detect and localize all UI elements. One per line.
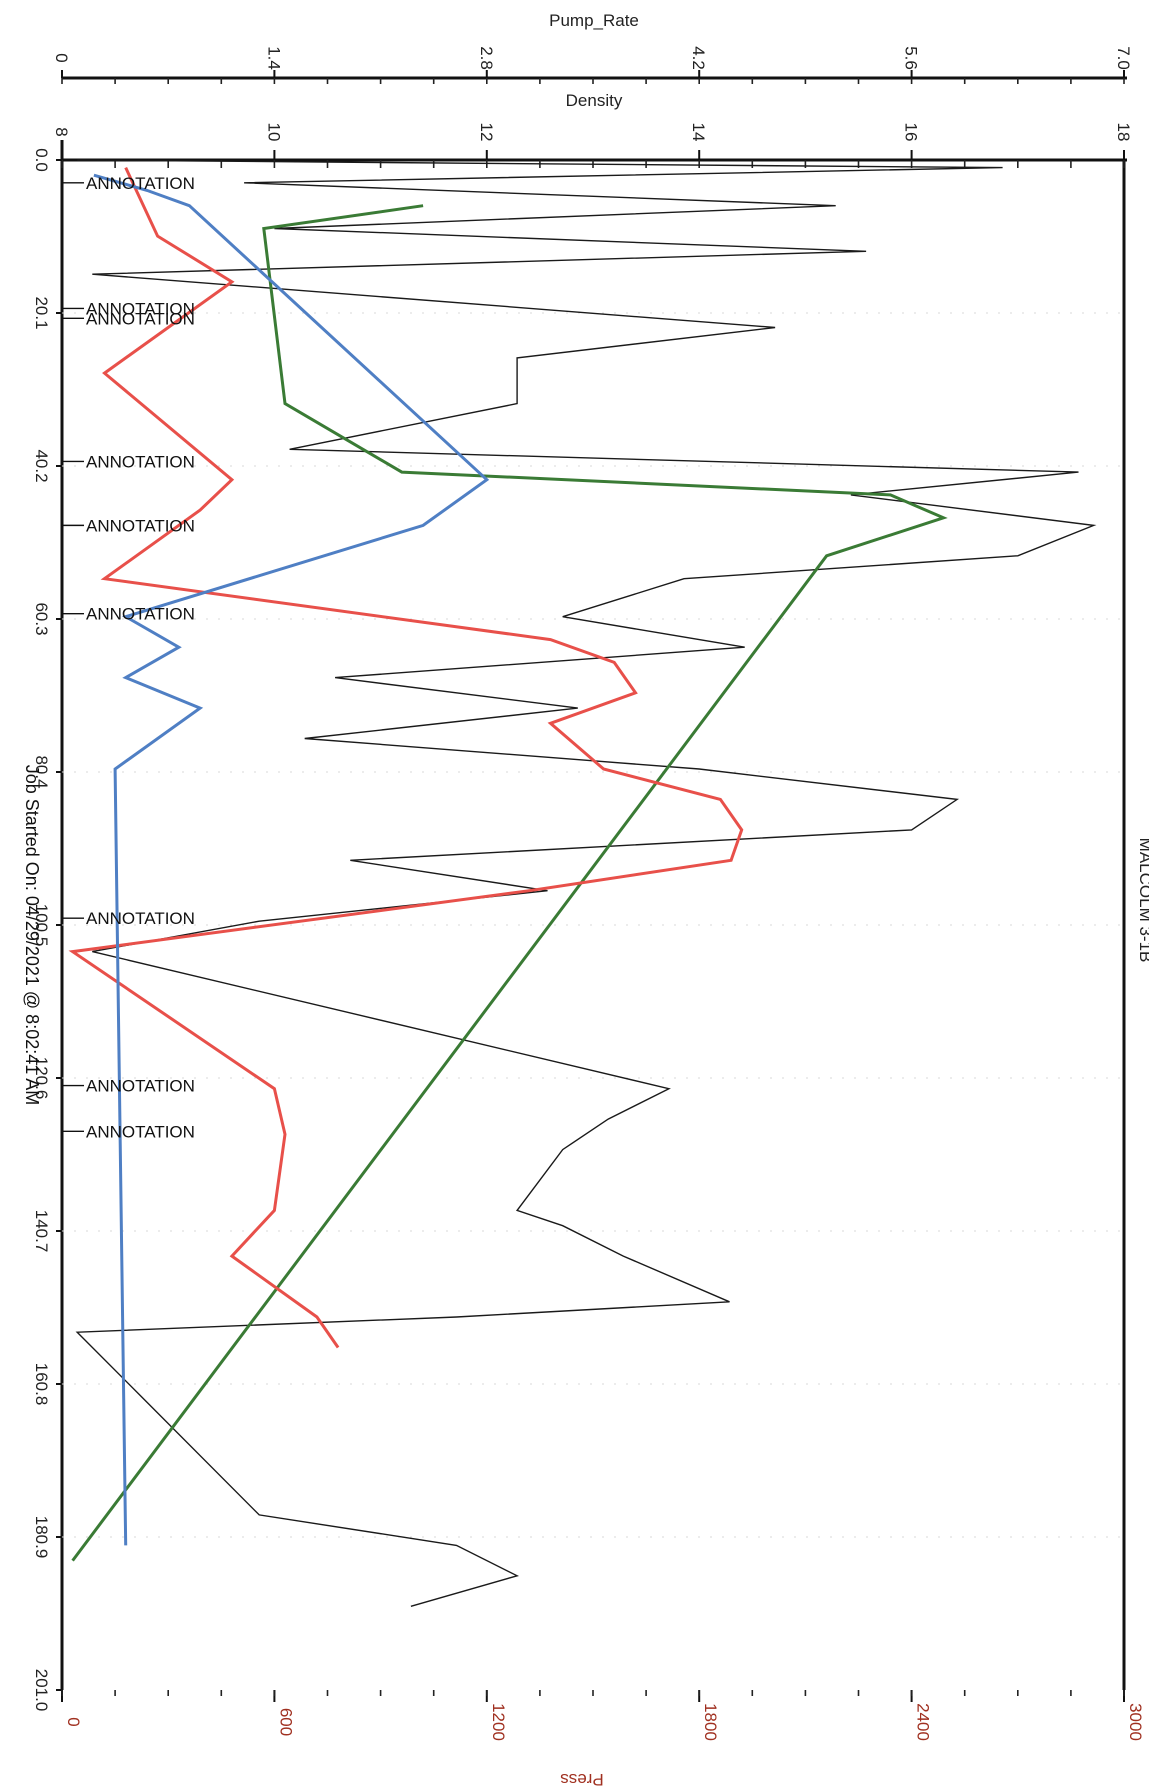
pump-rate-tick-label: 1.4 (264, 46, 283, 70)
annotation-label: ANNOTATION (86, 174, 195, 193)
series-line-density-2 (68, 166, 744, 1349)
press-tick-label: 0 (64, 1717, 83, 1726)
well-name-label: MALCOLM 3-1B (1136, 838, 1149, 963)
press-tick-label: 3000 (1126, 1703, 1145, 1741)
density-tick-label: 10 (264, 123, 283, 142)
press-tick-label: 2400 (914, 1703, 933, 1741)
density-tick-label: 18 (1114, 123, 1133, 142)
series-line-density-3 (93, 173, 490, 1546)
press-tick-label: 1800 (701, 1703, 720, 1741)
annotation-label: ANNOTATION (86, 452, 195, 471)
time-tick-label: 60.3 (32, 602, 51, 635)
time-tick-label: 40.2 (32, 449, 51, 482)
density-tick-label: 14 (689, 123, 708, 142)
time-tick-label: 20.1 (32, 296, 51, 329)
annotation-label: ANNOTATION (86, 605, 195, 624)
time-tick-label: 180.9 (32, 1516, 51, 1559)
time-tick-label: 140.7 (32, 1210, 51, 1253)
time-tick-label: 201.0 (32, 1669, 51, 1712)
pump-rate-tick-label: 5.6 (902, 46, 921, 70)
density-tick-label: 16 (902, 123, 921, 142)
time-tick-label: 0.0 (32, 148, 51, 172)
press-tick-label: 600 (276, 1708, 295, 1736)
press-tick-label: 1200 (489, 1703, 508, 1741)
pump-rate-tick-label: 4.2 (689, 46, 708, 70)
pump-rate-tick-label: 7.0 (1114, 46, 1133, 70)
density-axis-title: Density (566, 91, 623, 110)
job-started-footer: Job Started On: 04/29/2021 @ 8:02:41 AM (22, 765, 42, 1106)
annotation-label: ANNOTATION (86, 516, 195, 535)
density-tick-label: 8 (52, 127, 71, 136)
time-tick-label: 100.5 (32, 904, 51, 947)
time-tick-label: 80.4 (32, 755, 51, 788)
series-line-pump-rate (75, 159, 1097, 1607)
time-tick-label: 120.6 (32, 1057, 51, 1100)
annotation-label: ANNOTATION (86, 909, 195, 928)
annotation-label: ANNOTATION (86, 299, 195, 318)
density-tick-label: 12 (477, 123, 496, 142)
pump-rate-tick-label: 0 (52, 53, 71, 62)
annotation-label: ANNOTATION (86, 1077, 195, 1096)
time-tick-label: 160.8 (32, 1363, 51, 1406)
press-axis-title: Press (560, 1770, 603, 1788)
annotation-label: ANNOTATION (86, 309, 195, 328)
pump-rate-tick-label: 2.8 (477, 46, 496, 70)
annotation-label: ANNOTATION (86, 1122, 195, 1141)
series-line-density (71, 204, 948, 1562)
pump-rate-axis-title: Pump_Rate (549, 11, 639, 30)
